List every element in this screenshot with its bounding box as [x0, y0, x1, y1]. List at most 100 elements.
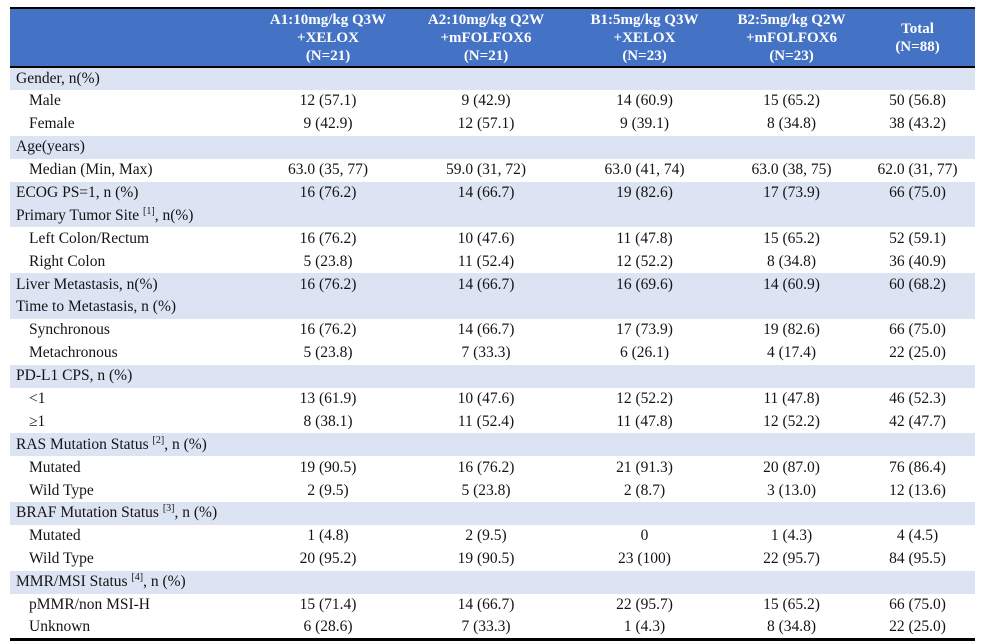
cell-value — [860, 433, 975, 457]
section-row: Gender, n(%) — [10, 67, 975, 90]
footnote-marker: [4] — [131, 571, 144, 583]
cell-value: 16 (76.2) — [299, 321, 357, 339]
row-label: pMMR/non MSI-H — [29, 596, 151, 614]
row-label: Mutated — [29, 527, 81, 545]
section-row: Time to Metastasis, n (%) — [10, 296, 975, 319]
cell-value: 20 (95.2) — [299, 550, 357, 568]
cell-value: 22 (25.0) — [889, 344, 946, 362]
cell-value: 19 (90.5) — [299, 458, 357, 476]
cell-value: 42 (47.7) — [889, 412, 946, 430]
table-row: Metachronous 5 (23.8) 7 (33.3) 6 (26.1) 4 (1… — [10, 342, 975, 365]
cell-value: 63.0 (35, 77) — [287, 161, 369, 179]
section-row: RAS Mutation Status [2], n (%) — [10, 433, 975, 457]
cell-value — [723, 570, 860, 594]
cell-value — [250, 135, 406, 159]
header-row: A1:10mg/kg Q3W +XELOX (N=21) A2:10mg/kg Q… — [10, 8, 975, 68]
cell-value — [860, 502, 975, 525]
cell-value — [250, 364, 406, 388]
table-row: ≥1 8 (38.1) 11 (52.4) 11 (47.8) 12 (52.2) 42 … — [10, 410, 975, 433]
cell-value: 17 (73.9) — [616, 321, 673, 339]
cell-value: 17 (73.9) — [723, 181, 860, 205]
cell-value: 20 (87.0) — [763, 458, 820, 476]
row-label: Metachronous — [29, 344, 118, 362]
table-row: Wild Type 2 (9.5) 5 (23.8) 2 (8.7) 3 (13.0) 1… — [10, 479, 975, 502]
row-label: Age(years) — [10, 135, 250, 159]
column-header-1: A1:10mg/kg Q3W +XELOX (N=21) — [250, 8, 406, 68]
table-row: <1 13 (61.9) 10 (47.6) 12 (52.2) 11 (47.8) 46… — [10, 388, 975, 411]
cell-value: 63.0 (38, 75) — [751, 161, 832, 179]
row-label: MMR/MSI Status [4], n (%) — [10, 570, 250, 594]
cell-value — [860, 204, 975, 228]
cell-value — [250, 296, 406, 319]
table-row: Left Colon/Rectum 16 (76.2) 10 (47.6) 11 (4… — [10, 227, 975, 250]
cell-value — [406, 67, 566, 90]
cell-value: 3 (13.0) — [766, 481, 817, 499]
cell-value: 12 (57.1) — [457, 115, 515, 133]
cell-value: 1 (4.3) — [623, 618, 666, 636]
cell-value: 12 (13.6) — [889, 481, 946, 499]
cell-value: 1 (4.3) — [770, 527, 813, 545]
cell-value: 16 (76.2) — [457, 458, 515, 476]
cell-value: 52 (59.1) — [889, 229, 946, 247]
cell-value: 8 (34.8) — [766, 115, 817, 133]
table-row: Synchronous 16 (76.2) 14 (66.7) 17 (73.9) 19… — [10, 319, 975, 342]
row-label: Primary Tumor Site [1], n(%) — [10, 204, 250, 228]
header-stub-cell — [10, 8, 250, 68]
cell-value: 7 (33.3) — [461, 618, 511, 636]
cell-value: 22 (95.7) — [763, 550, 820, 568]
cell-value: 14 (66.7) — [457, 596, 515, 614]
cell-value: 76 (86.4) — [889, 458, 946, 476]
cell-value: 6 (28.6) — [303, 618, 353, 636]
cell-value: 14 (66.7) — [457, 321, 515, 339]
row-label: Female — [29, 115, 75, 133]
section-row: MMR/MSI Status [4], n (%) — [10, 570, 975, 594]
cell-value: 15 (65.2) — [763, 92, 820, 110]
cell-value — [406, 433, 566, 457]
cell-value: 14 (60.9) — [723, 273, 860, 297]
cell-value — [250, 433, 406, 457]
footnote-marker: [1] — [143, 205, 155, 217]
row-label: Gender, n(%) — [10, 67, 250, 90]
row-label: Unknown — [29, 618, 91, 636]
cell-value: 2 (9.5) — [307, 481, 349, 499]
cell-value: 5 (23.8) — [303, 344, 353, 362]
cell-value: 66 (75.0) — [889, 321, 946, 339]
cell-value — [406, 364, 566, 388]
section-row: Age(years) — [10, 135, 975, 159]
cell-value: 2 (9.5) — [465, 527, 507, 545]
row-label: <1 — [29, 390, 46, 408]
cell-value — [406, 570, 566, 594]
cell-value: 16 (69.6) — [566, 273, 723, 297]
cell-value: 9 (39.1) — [619, 115, 670, 133]
cell-value — [723, 67, 860, 90]
cell-value — [566, 570, 723, 594]
row-label: RAS Mutation Status [2], n (%) — [10, 433, 250, 457]
row-label: Right Colon — [29, 252, 106, 270]
cell-value: 63.0 (41, 74) — [604, 161, 685, 179]
baseline-characteristics-table: A1:10mg/kg Q3W +XELOX (N=21) A2:10mg/kg Q… — [10, 7, 975, 642]
cell-value — [723, 502, 860, 525]
section-row: Primary Tumor Site [1], n(%) — [10, 204, 975, 228]
cell-value — [860, 296, 975, 319]
row-label: ECOG PS=1, n (%) — [10, 181, 250, 205]
cell-value: 7 (33.3) — [461, 344, 511, 362]
table-row: Mutated 1 (4.8) 2 (9.5) 0 1 (4.3) 4 (4.5) — [10, 525, 975, 548]
cell-value: 36 (40.9) — [889, 252, 946, 270]
cell-value — [566, 364, 723, 388]
row-label: Wild Type — [29, 481, 94, 499]
cell-value: 11 (52.4) — [457, 252, 515, 270]
cell-value: 1 (4.8) — [307, 527, 349, 545]
row-label: Wild Type — [29, 550, 94, 568]
cell-value — [723, 296, 860, 319]
cell-value: 19 (82.6) — [566, 181, 723, 205]
cell-value: 12 (52.2) — [616, 390, 673, 408]
row-label: Left Colon/Rectum — [29, 229, 150, 247]
column-header-3: B1:5mg/kg Q3W +XELOX (N=23) — [566, 8, 723, 68]
cell-value: 5 (23.8) — [461, 481, 511, 499]
cell-value — [860, 570, 975, 594]
cell-value: 2 (8.7) — [623, 481, 666, 499]
table-row: Wild Type 20 (95.2) 19 (90.5) 23 (100) 22 (9… — [10, 548, 975, 571]
cell-value — [566, 204, 723, 228]
cell-value — [406, 502, 566, 525]
row-label: Liver Metastasis, n(%) — [10, 273, 250, 297]
